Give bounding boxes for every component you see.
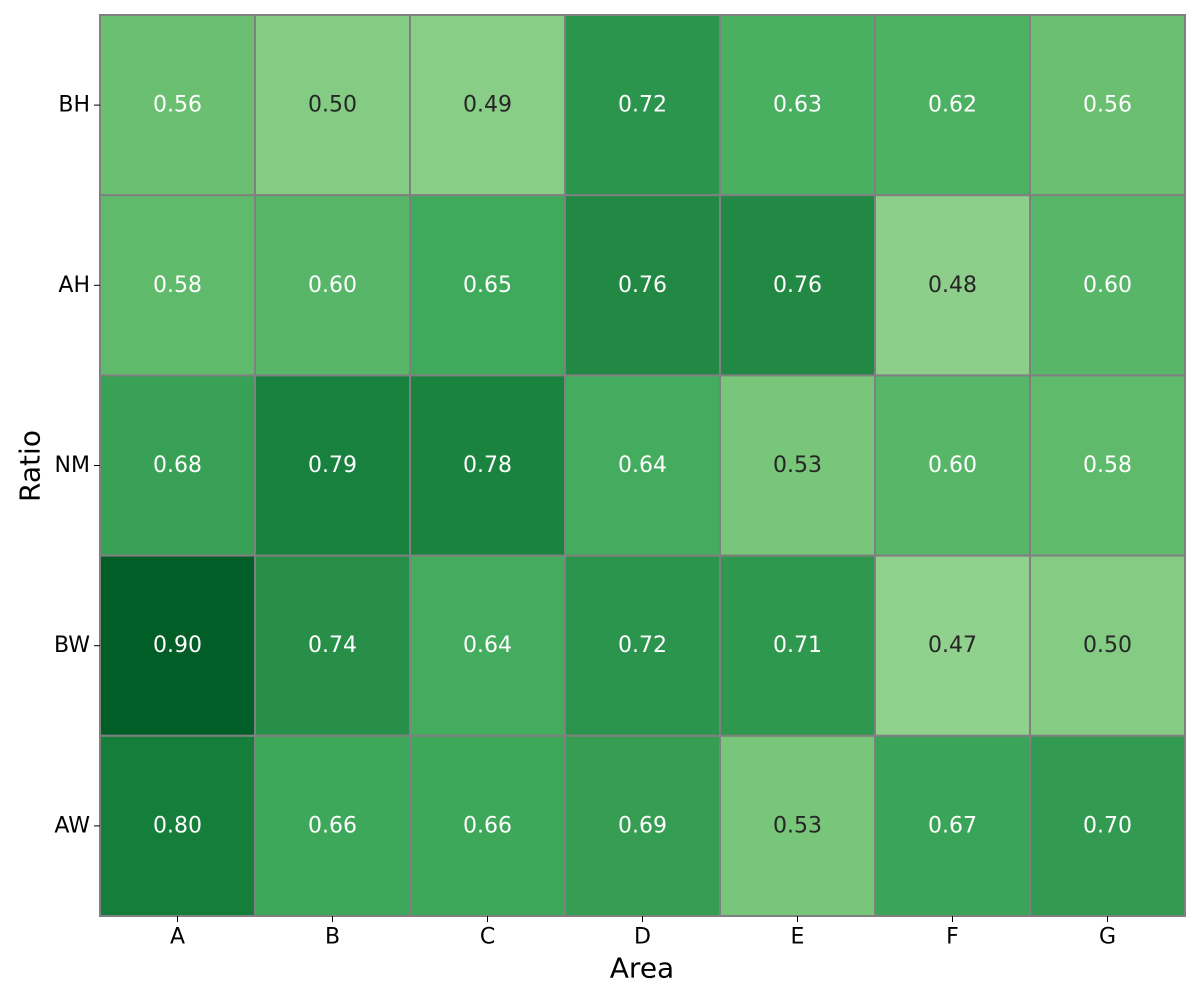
cell-value-AW-A: 0.80: [153, 813, 202, 838]
heatmap-cell-AH-G: [1029, 194, 1186, 377]
cell-value-AW-C: 0.66: [463, 813, 512, 838]
cell-value-AH-G: 0.60: [1083, 273, 1132, 298]
heatmap-cells: 0.56 0.50 0.49 0.72 0.63 0.62 0.56 0.58 0.60 0.65…: [99, 14, 1186, 917]
cell-value-BH-G: 0.56: [1083, 93, 1132, 118]
x-tick-label-D: D: [634, 925, 651, 950]
cell-value-AH-F: 0.48: [928, 273, 977, 298]
y-axis-title: Ratio: [14, 430, 47, 502]
cell-value-BW-G: 0.50: [1083, 633, 1132, 658]
cell-value-AW-F: 0.67: [928, 813, 977, 838]
cell-value-BW-B: 0.74: [308, 633, 357, 658]
cell-value-BW-F: 0.47: [928, 633, 977, 658]
heatmap-cell-AW-A: [99, 734, 256, 917]
cell-value-NM-C: 0.78: [463, 453, 512, 478]
cell-value-BW-C: 0.64: [463, 633, 512, 658]
y-tick-marks: [94, 104, 100, 827]
cell-value-AH-E: 0.76: [773, 273, 822, 298]
heatmap-cell-NM-G: [1029, 374, 1186, 557]
cell-value-BH-A: 0.56: [153, 93, 202, 118]
x-tick-label-G: G: [1099, 925, 1116, 950]
x-tick-label-F: F: [946, 925, 959, 950]
cell-value-NM-A: 0.68: [153, 453, 202, 478]
x-tick-label-E: E: [791, 925, 805, 950]
cell-value-NM-F: 0.60: [928, 453, 977, 478]
x-tick-label-A: A: [170, 925, 185, 950]
cell-value-BW-E: 0.71: [773, 633, 822, 658]
heatmap-cell-BH-F: [874, 14, 1031, 197]
cell-value-AH-B: 0.60: [308, 273, 357, 298]
cell-value-NM-G: 0.58: [1083, 453, 1132, 478]
heatmap-cell-NM-B: [254, 374, 411, 557]
heatmap-cell-AH-E: [719, 194, 876, 377]
cell-value-AW-B: 0.66: [308, 813, 357, 838]
cell-value-BH-D: 0.72: [618, 93, 667, 118]
heatmap-cell-BW-B: [254, 554, 411, 737]
cell-value-NM-B: 0.79: [308, 453, 357, 478]
heatmap-cell-BW-D: [564, 554, 721, 737]
cell-value-AW-G: 0.70: [1083, 813, 1132, 838]
x-tick-labels: A B C D E F G: [170, 925, 1116, 950]
heatmap-cell-AH-F: [874, 194, 1031, 377]
cell-value-BH-C: 0.49: [463, 93, 512, 118]
heatmap-cell-AH-C: [409, 194, 566, 377]
cell-value-NM-D: 0.64: [618, 453, 667, 478]
cell-value-BW-D: 0.72: [618, 633, 667, 658]
cell-value-AW-D: 0.69: [618, 813, 667, 838]
cell-value-AW-E: 0.53: [773, 813, 822, 838]
heatmap-cell-BH-B: [254, 14, 411, 197]
heatmap-cell-BH-E: [719, 14, 876, 197]
heatmap-cell-BW-A: [99, 554, 256, 737]
y-tick-label-AW: AW: [54, 813, 90, 838]
cell-value-AH-D: 0.76: [618, 273, 667, 298]
x-tick-label-B: B: [325, 925, 340, 950]
y-tick-label-AH: AH: [58, 273, 90, 298]
y-tick-label-NM: NM: [55, 453, 90, 478]
heatmap-cell-AW-G: [1029, 734, 1186, 917]
cell-value-BH-B: 0.50: [308, 93, 357, 118]
cell-value-BW-A: 0.90: [153, 633, 202, 658]
heatmap-cell-BH-C: [409, 14, 566, 197]
heatmap-cell-NM-F: [874, 374, 1031, 557]
x-tick-label-C: C: [480, 925, 495, 950]
heatmap-cell-BH-D: [564, 14, 721, 197]
cell-value-BH-E: 0.63: [773, 93, 822, 118]
y-tick-label-BH: BH: [58, 93, 90, 118]
heatmap-cell-BH-A: [99, 14, 256, 197]
cell-value-AH-A: 0.58: [153, 273, 202, 298]
x-tick-marks: [177, 916, 1108, 922]
heatmap-cell-BW-G: [1029, 554, 1186, 737]
heatmap-cell-NM-E: [719, 374, 876, 557]
heatmap-cell-BW-F: [874, 554, 1031, 737]
heatmap-cell-NM-C: [409, 374, 566, 557]
cell-value-BH-F: 0.62: [928, 93, 977, 118]
y-tick-labels: BH AH NM BW AW: [54, 93, 90, 839]
y-tick-label-BW: BW: [54, 633, 90, 658]
cell-value-AH-C: 0.65: [463, 273, 512, 298]
cell-value-NM-E: 0.53: [773, 453, 822, 478]
heatmap-cell-AW-C: [409, 734, 566, 917]
heatmap-cell-NM-D: [564, 374, 721, 557]
x-axis-title: Area: [610, 952, 674, 985]
